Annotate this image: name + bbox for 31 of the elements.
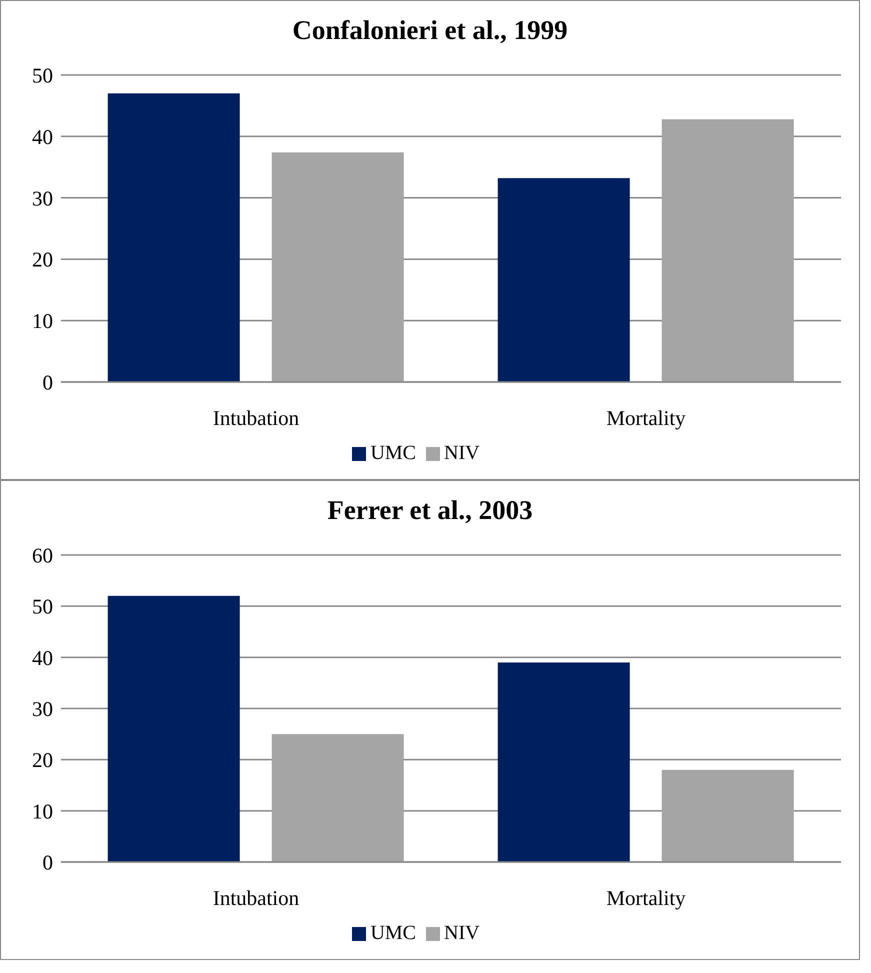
bar bbox=[498, 178, 630, 382]
y-tick-label: 10 bbox=[32, 309, 53, 334]
bar bbox=[108, 596, 240, 862]
y-tick-label: 20 bbox=[32, 748, 53, 772]
y-tick-label: 60 bbox=[32, 543, 53, 568]
bar bbox=[498, 662, 630, 862]
legend-label: UMC bbox=[370, 442, 416, 464]
y-tick-label: 50 bbox=[32, 63, 53, 88]
y-tick-label: 10 bbox=[32, 799, 53, 824]
x-tick-label: Mortality bbox=[606, 886, 686, 910]
bar bbox=[662, 119, 794, 382]
chart-title: Confalonieri et al., 1999 bbox=[291, 14, 569, 47]
legend-label: UMC bbox=[370, 922, 416, 944]
bar bbox=[108, 93, 240, 382]
y-tick-label: 20 bbox=[32, 248, 53, 272]
bar bbox=[272, 734, 404, 862]
y-tick-label: 30 bbox=[32, 696, 53, 721]
y-tick-label: 0 bbox=[42, 370, 53, 394]
bar bbox=[662, 770, 794, 862]
y-tick-label: 0 bbox=[42, 850, 53, 874]
legend-label: NIV bbox=[444, 442, 480, 464]
y-tick-label: 40 bbox=[32, 124, 53, 149]
x-tick-label: Intubation bbox=[212, 406, 300, 430]
y-tick-label: 50 bbox=[32, 594, 53, 619]
chart-title: Ferrer et al., 2003 bbox=[326, 494, 534, 527]
x-tick-label: Intubation bbox=[212, 886, 300, 910]
y-tick-label: 40 bbox=[32, 646, 53, 670]
legend-label: NIV bbox=[444, 922, 480, 944]
x-tick-label: Mortality bbox=[606, 406, 686, 430]
y-tick-label: 30 bbox=[32, 186, 53, 210]
bar bbox=[272, 152, 404, 382]
